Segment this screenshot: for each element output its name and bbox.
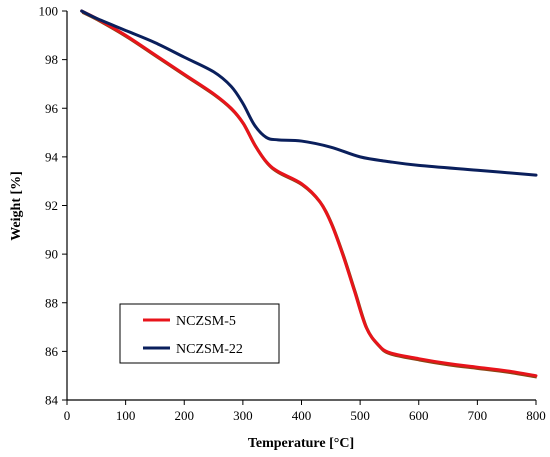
y-tick-label: 98 (45, 52, 58, 67)
series-line-nczsm-5 (80, 9, 538, 378)
y-axis-title: Weight [%] (9, 171, 24, 241)
legend-label-ncszm-22: NCZSM-22 (176, 342, 243, 357)
y-ticks: 84 86 88 90 92 94 96 98 100 (39, 4, 67, 408)
legend-label-ncszm-5: NCZSM-5 (176, 314, 236, 329)
y-tick-label: 86 (45, 344, 59, 359)
x-tick-label: 200 (175, 408, 195, 423)
x-axis-title: Temperature [°C] (248, 436, 354, 451)
y-tick-label: 100 (39, 4, 59, 19)
x-tick-label: 300 (233, 408, 253, 423)
x-tick-label: 500 (350, 408, 370, 423)
y-tick-label: 96 (45, 101, 59, 116)
series-line-nczsm-22 (80, 9, 538, 177)
x-tick-label: 100 (116, 408, 136, 423)
y-tick-label: 94 (45, 149, 59, 164)
y-tick-label: 92 (45, 198, 58, 213)
y-tick-label: 90 (45, 247, 58, 262)
legend-box (119, 303, 280, 364)
y-tick-label: 88 (45, 295, 58, 310)
x-tick-label: 700 (468, 408, 488, 423)
x-tick-label: 400 (292, 408, 312, 423)
legend: NCZSM-5 NCZSM-22 (119, 303, 280, 364)
plot-lines (80, 9, 538, 379)
x-tick-label: 800 (526, 408, 546, 423)
x-ticks: 0 100 200 300 400 500 600 700 800 (64, 400, 546, 423)
x-tick-label: 0 (64, 408, 71, 423)
x-tick-label: 600 (409, 408, 429, 423)
y-tick-label: 84 (45, 393, 59, 408)
